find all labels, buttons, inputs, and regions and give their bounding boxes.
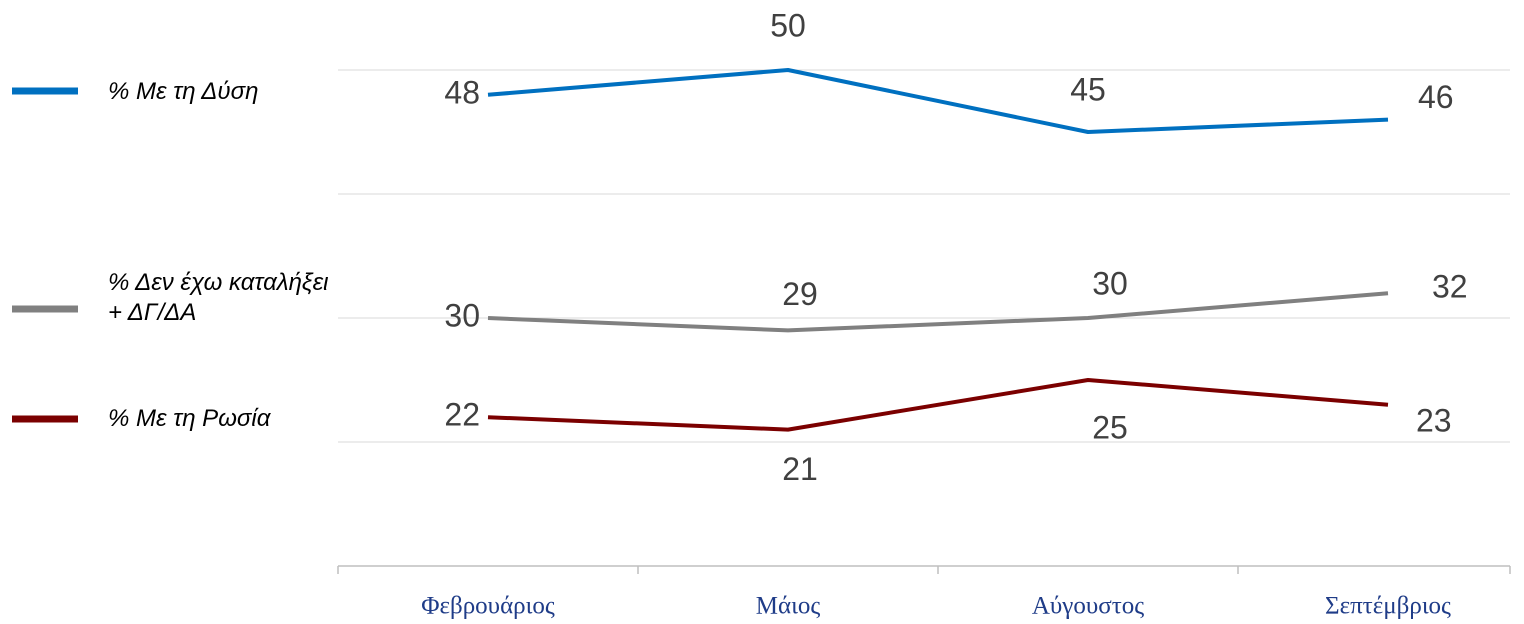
data-label: 21 [782, 451, 818, 487]
x-tick-label: Φεβρουάριος [421, 593, 555, 620]
data-label: 23 [1416, 402, 1452, 438]
legend-label: % Με τη Δύση [108, 78, 259, 105]
data-label: 45 [1070, 71, 1106, 107]
legend-label: % Δεν έχω καταλήξει + ΔΓ/ΔΑ [108, 269, 329, 326]
x-tick-label: Σεπτέμβριος [1325, 593, 1451, 620]
x-tick-label: Αύγουστος [1032, 593, 1144, 620]
data-label: 25 [1092, 409, 1128, 445]
data-label: 32 [1432, 269, 1468, 305]
series-line [487, 378, 1389, 432]
data-label: 30 [1092, 265, 1128, 301]
data-label: 46 [1418, 79, 1454, 115]
x-tick-label: Μάιος [756, 593, 821, 620]
data-label: 22 [444, 397, 480, 433]
series-line [487, 68, 1389, 134]
data-label: 48 [444, 74, 480, 110]
data-label: 29 [782, 276, 818, 312]
series-line [487, 291, 1389, 333]
legend-label: % Με τη Ρωσία [108, 405, 271, 432]
data-label: 30 [444, 297, 480, 333]
data-label: 50 [770, 7, 806, 43]
